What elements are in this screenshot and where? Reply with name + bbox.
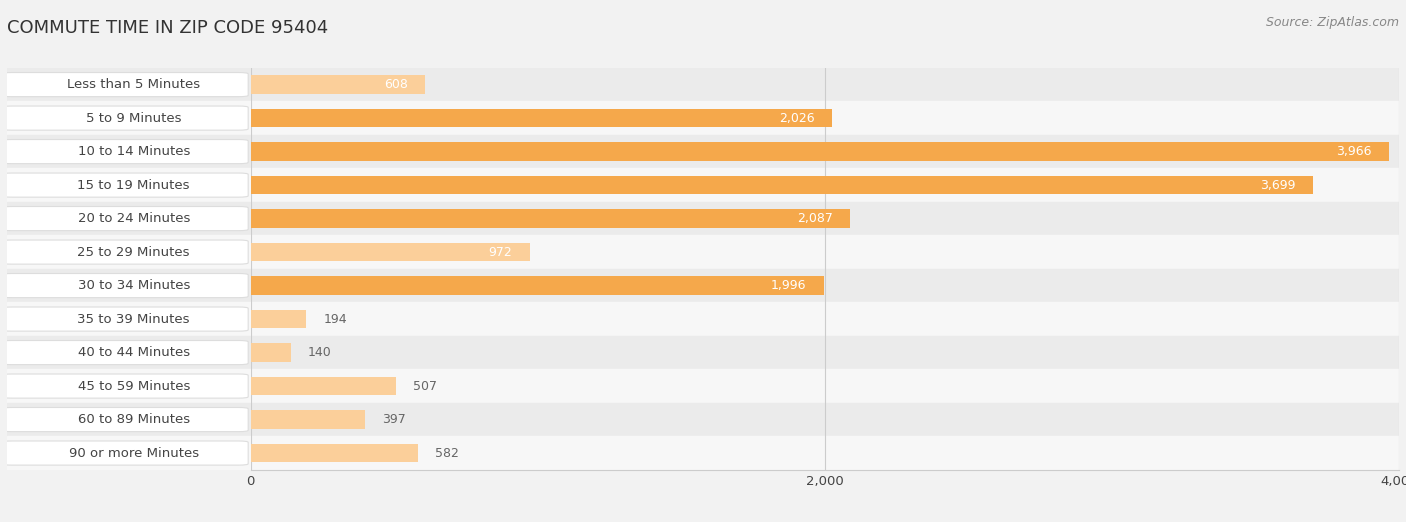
Text: Source: ZipAtlas.com: Source: ZipAtlas.com <box>1265 16 1399 29</box>
FancyBboxPatch shape <box>3 173 249 197</box>
Bar <box>7 135 250 169</box>
Bar <box>250 436 1399 470</box>
Text: 90 or more Minutes: 90 or more Minutes <box>69 446 198 459</box>
Bar <box>250 143 1389 161</box>
Text: 140: 140 <box>308 346 332 359</box>
Bar <box>250 269 1399 302</box>
Bar <box>250 209 849 228</box>
Text: 45 to 59 Minutes: 45 to 59 Minutes <box>77 379 190 393</box>
FancyBboxPatch shape <box>3 139 249 164</box>
FancyBboxPatch shape <box>3 307 249 331</box>
FancyBboxPatch shape <box>3 408 249 432</box>
Bar <box>250 243 530 262</box>
Bar <box>7 202 250 235</box>
Bar <box>250 302 1399 336</box>
Text: 15 to 19 Minutes: 15 to 19 Minutes <box>77 179 190 192</box>
FancyBboxPatch shape <box>3 274 249 298</box>
Bar <box>250 276 824 295</box>
Text: 3,966: 3,966 <box>1337 145 1372 158</box>
Bar <box>250 101 1399 135</box>
FancyBboxPatch shape <box>3 340 249 365</box>
Bar <box>250 336 1399 370</box>
FancyBboxPatch shape <box>3 73 249 97</box>
Bar <box>250 343 291 362</box>
FancyBboxPatch shape <box>3 441 249 465</box>
Text: 608: 608 <box>384 78 408 91</box>
Bar <box>250 68 1399 101</box>
Text: 5 to 9 Minutes: 5 to 9 Minutes <box>86 112 181 125</box>
Bar <box>7 436 250 470</box>
Text: 35 to 39 Minutes: 35 to 39 Minutes <box>77 313 190 326</box>
Bar <box>250 202 1399 235</box>
Text: 20 to 24 Minutes: 20 to 24 Minutes <box>77 212 190 225</box>
Bar <box>250 135 1399 169</box>
Bar <box>250 310 307 328</box>
Text: 3,699: 3,699 <box>1260 179 1295 192</box>
Text: 60 to 89 Minutes: 60 to 89 Minutes <box>77 413 190 426</box>
Text: 40 to 44 Minutes: 40 to 44 Minutes <box>77 346 190 359</box>
Text: Less than 5 Minutes: Less than 5 Minutes <box>67 78 200 91</box>
Text: 582: 582 <box>434 446 458 459</box>
Bar <box>7 403 250 436</box>
Bar <box>250 235 1399 269</box>
Bar <box>250 444 418 462</box>
Bar <box>250 410 364 429</box>
Text: 2,087: 2,087 <box>797 212 832 225</box>
Bar <box>7 269 250 302</box>
Bar <box>250 176 1313 194</box>
Text: 972: 972 <box>489 245 512 258</box>
Text: 25 to 29 Minutes: 25 to 29 Minutes <box>77 245 190 258</box>
Bar <box>250 169 1399 202</box>
Text: 2,026: 2,026 <box>779 112 815 125</box>
Text: 10 to 14 Minutes: 10 to 14 Minutes <box>77 145 190 158</box>
Bar <box>7 169 250 202</box>
FancyBboxPatch shape <box>3 106 249 130</box>
Bar <box>7 302 250 336</box>
Text: 30 to 34 Minutes: 30 to 34 Minutes <box>77 279 190 292</box>
Bar <box>7 370 250 403</box>
Bar <box>7 68 250 101</box>
Bar <box>250 75 425 94</box>
FancyBboxPatch shape <box>3 207 249 231</box>
Bar <box>7 336 250 370</box>
Bar <box>7 235 250 269</box>
Bar <box>250 403 1399 436</box>
Text: 194: 194 <box>323 313 347 326</box>
FancyBboxPatch shape <box>3 374 249 398</box>
Text: COMMUTE TIME IN ZIP CODE 95404: COMMUTE TIME IN ZIP CODE 95404 <box>7 19 328 37</box>
Text: 1,996: 1,996 <box>770 279 807 292</box>
Bar <box>250 109 832 127</box>
Bar <box>250 377 396 395</box>
Text: 397: 397 <box>382 413 405 426</box>
Bar <box>250 370 1399 403</box>
Text: 507: 507 <box>413 379 437 393</box>
FancyBboxPatch shape <box>3 240 249 264</box>
Bar <box>7 101 250 135</box>
